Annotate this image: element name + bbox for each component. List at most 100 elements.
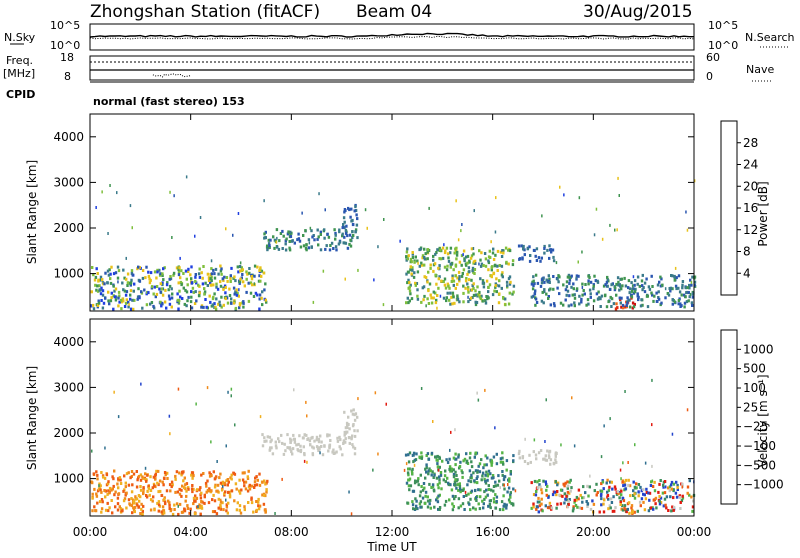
echo-cell [651, 293, 654, 297]
echo-cell [107, 480, 110, 484]
echo-cell [632, 275, 635, 279]
echo-cell [438, 455, 441, 459]
echo-cell [652, 498, 655, 502]
echo-cell [263, 439, 266, 443]
echo-cell [93, 278, 97, 282]
echo-cell [588, 276, 591, 279]
echo-cell [323, 228, 326, 232]
echo-cell [422, 298, 425, 302]
echo-cell [484, 479, 487, 483]
echo-cell [132, 506, 135, 510]
echo-cell [573, 500, 576, 504]
echo-cell [123, 305, 127, 308]
echo-cell [207, 276, 211, 280]
echo-cell [95, 206, 97, 209]
echo-cell [313, 439, 316, 443]
echo-cell [413, 271, 416, 275]
echo-cell [103, 489, 106, 492]
echo-cell [475, 496, 478, 500]
echo-cell [616, 276, 620, 280]
echo-cell [606, 478, 609, 482]
echo-cell [250, 484, 253, 488]
echo-cell [306, 460, 308, 464]
echo-cell [508, 500, 512, 504]
echo-cell [207, 279, 211, 282]
echo-cell [494, 506, 498, 510]
echo-cell [431, 483, 435, 487]
echo-cell [425, 463, 428, 467]
echo-cell [125, 472, 129, 476]
echo-cell [623, 276, 626, 280]
echo-cell [149, 508, 153, 512]
velocity-colorbar-tick-label: −25 [743, 420, 768, 434]
echo-cell [430, 451, 434, 455]
echo-cell [546, 449, 549, 453]
echo-cell [235, 487, 238, 491]
echo-cell [599, 489, 602, 493]
echo-cell [265, 439, 268, 443]
echo-cell [430, 296, 433, 300]
echo-cell [446, 461, 450, 464]
echo-cell [242, 300, 245, 304]
echo-cell [157, 503, 161, 507]
echo-cell [215, 489, 218, 493]
echo-cell [161, 505, 165, 509]
echo-cell [166, 477, 169, 480]
echo-cell [198, 291, 201, 295]
echo-cell [460, 254, 464, 258]
echo-cell [245, 277, 248, 281]
echo-cell [415, 282, 419, 285]
echo-cell [250, 497, 253, 501]
echo-cell [246, 272, 249, 276]
echo-cell [434, 252, 437, 256]
echo-cell [240, 266, 243, 270]
echo-cell [315, 445, 319, 449]
echo-cell [675, 495, 679, 499]
echo-cell [125, 506, 128, 510]
echo-cell [557, 280, 560, 284]
echo-cell [138, 279, 142, 283]
echo-cell [289, 232, 292, 236]
echo-cell [342, 223, 345, 226]
echo-cell [407, 467, 410, 471]
echo-cell [125, 298, 128, 302]
echo-cell [101, 289, 105, 293]
echo-cell [177, 387, 180, 391]
echo-cell [197, 294, 201, 298]
echo-cell [407, 254, 410, 258]
echo-cell [570, 274, 573, 278]
echo-cell [255, 508, 258, 512]
echo-cell [628, 291, 631, 295]
echo-cell [342, 440, 346, 443]
echo-cell [264, 236, 267, 240]
echo-cell [494, 284, 497, 288]
echo-cell [222, 279, 225, 282]
echo-cell [642, 500, 645, 504]
echo-cell [95, 470, 98, 474]
echo-cell [121, 509, 124, 513]
echo-cell [290, 450, 293, 454]
echo-cell [157, 469, 160, 473]
echo-cell [293, 440, 297, 444]
freq-unit: [MHz] [3, 67, 35, 80]
echo-cell [161, 283, 164, 287]
echo-cell [464, 255, 468, 259]
echo-cell [409, 283, 412, 287]
echo-cell [305, 433, 308, 437]
echo-cell [630, 281, 633, 285]
echo-cell [449, 251, 452, 255]
echo-cell [129, 281, 133, 285]
echo-cell [406, 281, 409, 285]
echo-cell [627, 286, 630, 290]
echo-cell [490, 463, 493, 467]
echo-cell [592, 287, 595, 291]
echo-cell [617, 176, 619, 180]
echo-cell [446, 252, 450, 256]
echo-cell [218, 300, 221, 304]
echo-cell [309, 443, 312, 447]
echo-cell [297, 232, 300, 236]
echo-cell [475, 301, 479, 304]
echo-cell [208, 487, 211, 491]
echo-cell [339, 447, 342, 451]
echo-cell [673, 300, 677, 304]
